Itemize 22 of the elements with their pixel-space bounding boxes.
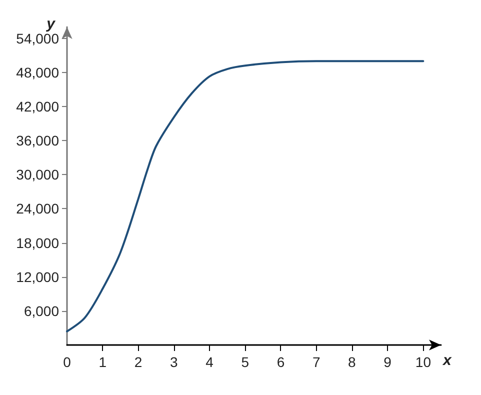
x-tick-label: 7 [312,354,320,370]
x-tick-label: 6 [276,354,285,370]
y-tick-label: 48,000 [16,64,60,80]
x-tick-label: 1 [98,354,107,370]
x-tick-label: 5 [241,354,250,370]
y-tick-label: 12,000 [16,268,60,285]
x-tick-label: 4 [206,354,214,370]
y-axis-title: y [46,15,56,32]
x-tick-label: 10 [415,354,432,370]
x-tick-label: 9 [384,354,392,370]
y-tick-label: 30,000 [16,166,60,183]
x-tick-label: 2 [134,354,142,370]
y-tick-label: 36,000 [16,132,60,149]
y-tick-label: 6,000 [24,302,60,319]
line-series [66,60,424,332]
y-tick-label: 42,000 [16,98,60,114]
x-axis-title: x [442,352,452,369]
y-tick-label: 18,000 [16,234,60,251]
x-tick-label: 0 [63,354,72,370]
x-tick-label: 8 [348,354,356,370]
x-tick-label: 3 [170,354,178,370]
y-tick-label: 24,000 [16,200,60,217]
